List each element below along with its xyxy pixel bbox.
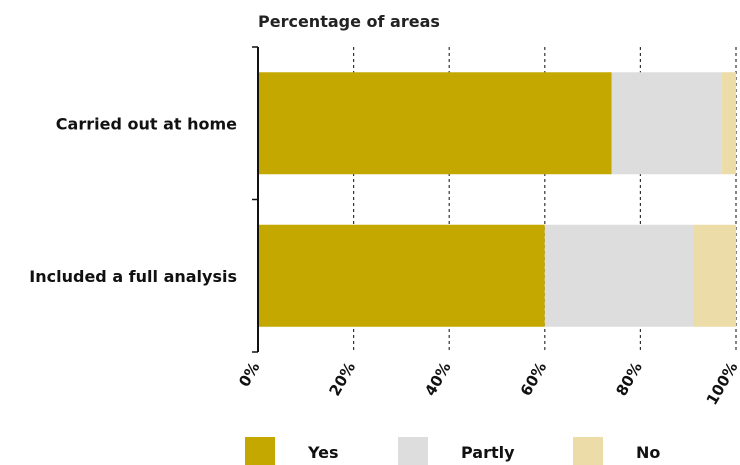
x-tick-labels: 0% 20% 40% 60% 80% 100%: [235, 359, 740, 408]
bar-2-yes: [258, 224, 545, 327]
x-tick-label-0: 0%: [235, 359, 263, 390]
category-labels: Carried out at home Included a full analy…: [29, 114, 237, 286]
legend-label-no: No: [636, 443, 660, 462]
legend-label-yes: Yes: [307, 443, 339, 462]
legend-label-partly: Partly: [461, 443, 515, 462]
legend-swatch-partly: [398, 437, 428, 465]
x-tick-label-3: 60%: [517, 359, 551, 399]
x-tick-label-2: 40%: [421, 359, 455, 399]
bars: [258, 72, 736, 327]
bar-1-partly: [611, 72, 722, 175]
bar-2-no: [692, 224, 736, 327]
legend-swatch-yes: [245, 437, 275, 465]
x-tick-label-4: 80%: [612, 359, 646, 399]
bar-1-no: [721, 72, 736, 175]
x-tick-label-1: 20%: [326, 359, 360, 399]
x-tick-label-5: 100%: [703, 359, 740, 408]
bar-2-partly: [544, 224, 693, 327]
chart-title: Percentage of areas: [258, 12, 440, 31]
category-label-2: Included a full analysis: [29, 267, 237, 286]
bar-1-yes: [258, 72, 612, 175]
legend-swatch-no: [573, 437, 603, 465]
y-axis: [252, 46, 259, 353]
legend: Yes Partly No: [245, 437, 660, 465]
category-label-1: Carried out at home: [56, 114, 237, 133]
